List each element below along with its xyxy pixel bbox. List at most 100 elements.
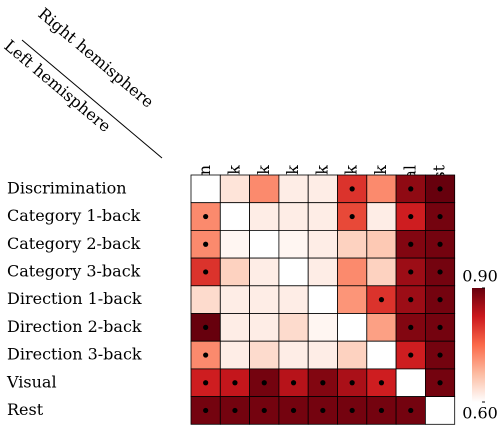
heatmap-cell — [219, 313, 251, 342]
heatmap-cell — [395, 229, 426, 259]
significance-dot — [437, 324, 443, 330]
heatmap-cell — [219, 229, 251, 259]
heatmap-cell — [278, 174, 309, 204]
row-label: Category 3-back — [7, 261, 141, 280]
significance-dot — [349, 380, 355, 386]
row-label: Category 2-back — [7, 234, 141, 253]
heatmap-cell — [278, 202, 309, 231]
corner-top-label: Right hemisphere — [35, 4, 158, 112]
colorbar-tick-label: 0.60 — [462, 404, 498, 423]
significance-dot — [203, 241, 209, 247]
significance-dot — [437, 352, 443, 358]
heatmap-cell — [249, 174, 280, 204]
heatmap-cell — [337, 229, 368, 259]
significance-dot — [408, 407, 414, 414]
colorbar-tick-label: 0.90 — [462, 267, 498, 286]
heatmap-cell — [395, 368, 426, 397]
significance-dot — [203, 324, 209, 330]
significance-dot — [437, 269, 443, 275]
row-label: Discrimination — [7, 178, 127, 197]
heatmap-cell — [190, 285, 221, 314]
heatmap-cell — [278, 285, 309, 314]
heatmap-cell — [307, 313, 338, 342]
heatmap-cell — [366, 229, 397, 259]
heatmap-cell — [307, 202, 338, 231]
corner-divider — [21, 39, 163, 159]
heatmap-cell — [249, 285, 280, 314]
significance-dot — [437, 213, 443, 220]
significance-dot — [232, 407, 238, 414]
significance-dot — [203, 213, 209, 220]
row-label: Direction 3-back — [7, 345, 142, 364]
row-label: Direction 1-back — [7, 289, 142, 308]
heatmap-cell — [337, 313, 368, 342]
heatmap-cell — [307, 340, 338, 370]
significance-dot — [408, 297, 414, 303]
heatmap-cell — [249, 340, 280, 370]
significance-dot — [408, 186, 414, 192]
significance-dot — [290, 407, 297, 414]
heatmap-cell — [307, 257, 338, 287]
heatmap-cell — [278, 340, 309, 370]
heatmap-cell — [219, 257, 251, 287]
significance-dot — [408, 213, 414, 220]
significance-dot — [349, 213, 355, 220]
significance-dot — [408, 269, 414, 275]
significance-dot — [349, 407, 355, 414]
significance-dot — [378, 407, 385, 414]
significance-dot — [203, 352, 209, 358]
significance-dot — [408, 324, 414, 330]
significance-dot — [437, 380, 443, 386]
significance-dot — [437, 241, 443, 247]
significance-dot — [232, 380, 238, 386]
significance-dot — [378, 380, 385, 386]
colorbar — [472, 288, 485, 402]
row-label: Direction 2-back — [7, 317, 142, 336]
heatmap-cell — [249, 313, 280, 342]
heatmap-cell — [337, 285, 368, 314]
significance-dot — [437, 297, 443, 303]
significance-dot — [408, 241, 414, 247]
heatmap-cell — [190, 174, 221, 204]
row-label: Visual — [6, 372, 57, 391]
heatmap-cell — [219, 202, 251, 231]
heatmap-cell — [249, 202, 280, 231]
significance-dot — [203, 407, 209, 414]
heatmap-cell — [278, 257, 309, 287]
heatmap-cell — [307, 285, 338, 314]
heatmap-cell — [337, 340, 368, 370]
heatmap-cell — [219, 174, 251, 204]
heatmap-cell — [366, 257, 397, 287]
significance-dot — [261, 407, 267, 414]
heatmap-cell — [249, 229, 280, 259]
significance-dot — [290, 380, 297, 386]
heatmap-cell — [249, 396, 280, 425]
heatmap-cell — [219, 340, 251, 370]
significance-dot — [261, 380, 267, 386]
significance-dot — [437, 186, 443, 192]
heatmap-cell — [366, 313, 397, 342]
significance-dot — [378, 297, 385, 303]
significance-dot — [408, 352, 414, 358]
heatmap-cell — [424, 285, 456, 314]
heatmap-cell — [424, 396, 456, 425]
significance-dot — [320, 407, 326, 414]
heatmap-cell — [337, 257, 368, 287]
heatmap-cell — [278, 313, 309, 342]
heatmap-cell — [219, 396, 251, 425]
heatmap-cell — [249, 257, 280, 287]
heatmap-cell — [219, 285, 251, 314]
heatmap-cell — [366, 340, 397, 370]
significance-dot — [349, 186, 355, 192]
heatmap-cell — [366, 174, 397, 204]
significance-dot — [320, 380, 326, 386]
heatmap-cell — [307, 174, 338, 204]
significance-dot — [203, 380, 209, 386]
heatmap-cell — [278, 396, 309, 425]
row-label: Rest — [7, 400, 44, 419]
significance-dot — [203, 269, 209, 275]
heatmap-cell — [307, 229, 338, 259]
row-label: Category 1-back — [7, 206, 141, 225]
heatmap-cell — [366, 202, 397, 231]
